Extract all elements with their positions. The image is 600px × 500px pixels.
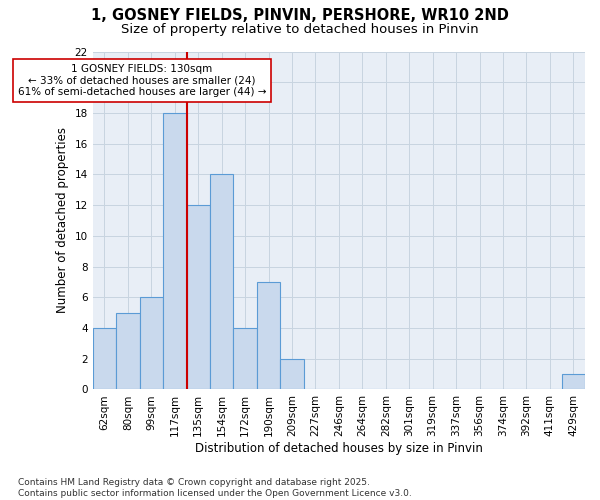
Bar bbox=[140, 298, 163, 390]
Text: Contains HM Land Registry data © Crown copyright and database right 2025.
Contai: Contains HM Land Registry data © Crown c… bbox=[18, 478, 412, 498]
Text: 1 GOSNEY FIELDS: 130sqm
← 33% of detached houses are smaller (24)
61% of semi-de: 1 GOSNEY FIELDS: 130sqm ← 33% of detache… bbox=[18, 64, 266, 97]
Bar bbox=[187, 205, 210, 390]
Bar bbox=[210, 174, 233, 390]
Bar bbox=[562, 374, 585, 390]
Bar bbox=[116, 312, 140, 390]
Bar bbox=[93, 328, 116, 390]
Text: 1, GOSNEY FIELDS, PINVIN, PERSHORE, WR10 2ND: 1, GOSNEY FIELDS, PINVIN, PERSHORE, WR10… bbox=[91, 8, 509, 22]
Bar bbox=[257, 282, 280, 390]
Bar bbox=[280, 358, 304, 390]
Bar bbox=[233, 328, 257, 390]
Bar bbox=[163, 113, 187, 390]
Text: Size of property relative to detached houses in Pinvin: Size of property relative to detached ho… bbox=[121, 22, 479, 36]
X-axis label: Distribution of detached houses by size in Pinvin: Distribution of detached houses by size … bbox=[195, 442, 483, 455]
Y-axis label: Number of detached properties: Number of detached properties bbox=[56, 128, 69, 314]
